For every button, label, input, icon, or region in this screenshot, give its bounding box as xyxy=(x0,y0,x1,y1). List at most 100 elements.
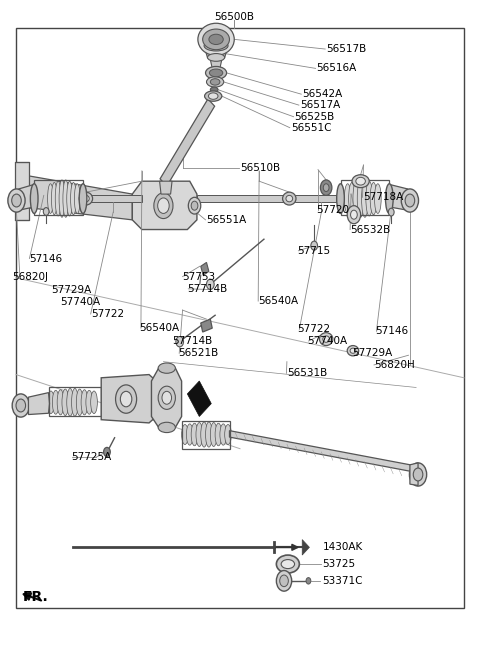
Ellipse shape xyxy=(201,422,207,447)
Text: 56540A: 56540A xyxy=(140,323,180,333)
Ellipse shape xyxy=(67,181,72,216)
Text: 56551A: 56551A xyxy=(206,215,247,225)
Ellipse shape xyxy=(357,180,364,217)
Ellipse shape xyxy=(348,182,355,214)
Ellipse shape xyxy=(286,195,293,202)
Circle shape xyxy=(176,337,183,347)
Ellipse shape xyxy=(210,79,220,85)
Text: 57725A: 57725A xyxy=(72,452,112,462)
Circle shape xyxy=(311,241,318,250)
Text: 57753: 57753 xyxy=(182,271,216,282)
Ellipse shape xyxy=(204,91,222,101)
Text: 57714B: 57714B xyxy=(187,284,228,294)
Circle shape xyxy=(154,193,173,218)
Ellipse shape xyxy=(350,210,357,219)
Ellipse shape xyxy=(76,389,83,415)
Ellipse shape xyxy=(209,69,223,77)
Circle shape xyxy=(401,189,419,212)
Ellipse shape xyxy=(320,333,333,346)
Polygon shape xyxy=(152,368,181,428)
Circle shape xyxy=(280,575,288,587)
Ellipse shape xyxy=(198,23,234,56)
Ellipse shape xyxy=(203,29,229,50)
Polygon shape xyxy=(187,381,211,417)
Text: 57720: 57720 xyxy=(317,205,349,215)
Ellipse shape xyxy=(344,183,351,213)
Circle shape xyxy=(191,201,198,210)
Ellipse shape xyxy=(158,422,175,433)
Text: 56820J: 56820J xyxy=(12,271,48,282)
Text: FR.: FR. xyxy=(22,590,48,604)
Ellipse shape xyxy=(361,180,368,217)
Text: 57714B: 57714B xyxy=(172,336,212,346)
Ellipse shape xyxy=(385,183,393,213)
Ellipse shape xyxy=(55,181,61,216)
Ellipse shape xyxy=(74,183,80,213)
Ellipse shape xyxy=(356,177,365,185)
Text: 56517B: 56517B xyxy=(326,44,366,54)
Circle shape xyxy=(405,194,415,207)
Text: 57729A: 57729A xyxy=(51,285,91,295)
Ellipse shape xyxy=(43,207,49,215)
Ellipse shape xyxy=(30,183,38,213)
Text: 57718A: 57718A xyxy=(363,193,404,202)
Circle shape xyxy=(206,279,214,289)
Text: 57722: 57722 xyxy=(298,324,331,335)
Text: 56510B: 56510B xyxy=(240,163,280,173)
Polygon shape xyxy=(229,431,417,473)
Polygon shape xyxy=(410,463,418,485)
Text: 57740A: 57740A xyxy=(307,336,347,346)
Circle shape xyxy=(323,183,329,191)
Polygon shape xyxy=(210,57,222,68)
Text: 57729A: 57729A xyxy=(352,348,393,359)
Circle shape xyxy=(104,448,110,457)
Text: 56540A: 56540A xyxy=(258,296,298,306)
Ellipse shape xyxy=(51,182,57,214)
Ellipse shape xyxy=(204,41,228,51)
Ellipse shape xyxy=(366,181,372,216)
Ellipse shape xyxy=(62,389,69,415)
Ellipse shape xyxy=(353,181,360,216)
Polygon shape xyxy=(132,181,197,229)
Polygon shape xyxy=(28,393,49,415)
Circle shape xyxy=(8,189,25,212)
Polygon shape xyxy=(87,195,142,202)
Ellipse shape xyxy=(281,559,295,568)
Ellipse shape xyxy=(370,182,377,214)
Circle shape xyxy=(276,570,292,591)
Ellipse shape xyxy=(205,67,227,79)
Ellipse shape xyxy=(336,183,344,213)
Ellipse shape xyxy=(59,180,65,217)
Text: 57146: 57146 xyxy=(375,326,408,337)
Circle shape xyxy=(120,391,132,407)
Ellipse shape xyxy=(63,180,69,217)
Text: 56531B: 56531B xyxy=(287,368,327,379)
Ellipse shape xyxy=(350,348,356,353)
Ellipse shape xyxy=(347,205,360,224)
Ellipse shape xyxy=(186,424,193,445)
Ellipse shape xyxy=(323,336,329,342)
Polygon shape xyxy=(388,184,408,210)
Text: 1430AK: 1430AK xyxy=(323,543,362,552)
Polygon shape xyxy=(15,162,29,220)
Circle shape xyxy=(162,391,171,404)
Polygon shape xyxy=(295,195,340,202)
Circle shape xyxy=(12,394,29,417)
Ellipse shape xyxy=(207,54,225,61)
Ellipse shape xyxy=(208,93,218,99)
Ellipse shape xyxy=(215,423,222,446)
Polygon shape xyxy=(201,262,209,275)
Polygon shape xyxy=(201,319,212,332)
Circle shape xyxy=(321,180,332,195)
Circle shape xyxy=(157,198,169,213)
Ellipse shape xyxy=(347,346,359,356)
Text: 53725: 53725 xyxy=(323,559,356,569)
Circle shape xyxy=(306,578,311,584)
Ellipse shape xyxy=(81,390,88,415)
Ellipse shape xyxy=(52,390,59,414)
Ellipse shape xyxy=(388,208,394,216)
Circle shape xyxy=(12,194,21,207)
Ellipse shape xyxy=(352,174,369,187)
Ellipse shape xyxy=(86,390,93,414)
Ellipse shape xyxy=(206,77,224,87)
